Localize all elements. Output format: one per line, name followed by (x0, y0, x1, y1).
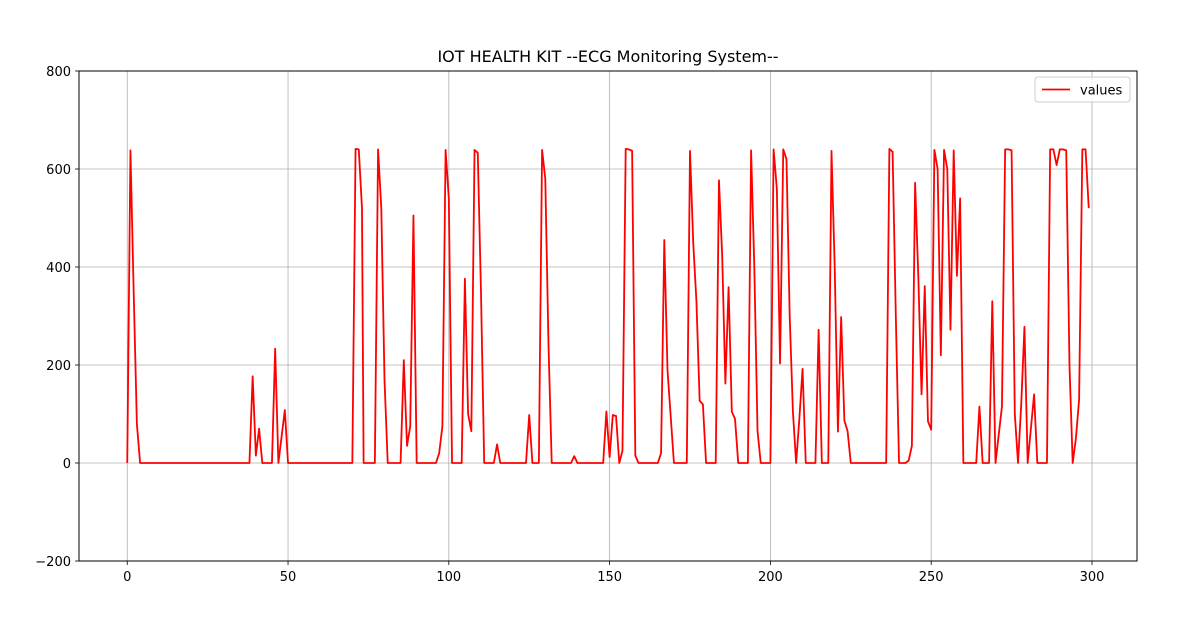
grid-lines (79, 70, 1137, 562)
y-tick-label: −200 (35, 555, 71, 570)
x-tick-label: 250 (919, 570, 944, 585)
legend: values (1034, 76, 1131, 103)
x-tick-label: 300 (1080, 570, 1105, 585)
x-tick-label: 0 (123, 570, 131, 585)
x-tick-label: 50 (280, 570, 297, 585)
x-tick-label: 100 (436, 570, 461, 585)
y-tick-label: 800 (46, 65, 71, 80)
plot-frame (78, 70, 1138, 562)
x-tick-label: 150 (597, 570, 622, 585)
axes: 0 50 100 150 200 250 300 −200 0 200 400 600 800 (35, 65, 1104, 585)
series-layer (126, 148, 1090, 464)
chart-title: IOT HEALTH KIT --ECG Monitoring System-- (437, 47, 778, 66)
y-tick-label: 600 (46, 163, 71, 178)
x-tick-label: 200 (758, 570, 783, 585)
y-tick-label: 0 (63, 457, 71, 472)
series-line-values (126, 148, 1090, 464)
y-tick-label: 400 (46, 261, 71, 276)
legend-label: values (1080, 84, 1123, 99)
y-tick-label: 200 (46, 359, 71, 374)
legend-box (1034, 76, 1131, 103)
